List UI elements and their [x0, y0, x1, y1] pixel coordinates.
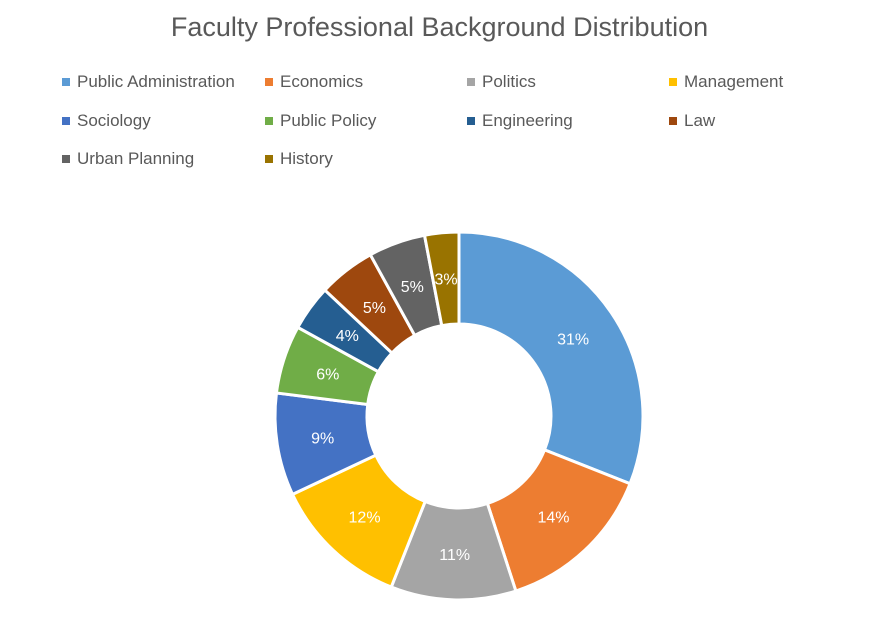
legend-swatch [62, 117, 70, 125]
legend-swatch [669, 117, 677, 125]
legend-item: Management [669, 72, 783, 92]
legend-swatch [62, 155, 70, 163]
data-label: 9% [311, 431, 334, 448]
legend-swatch [467, 117, 475, 125]
legend-swatch [467, 78, 475, 86]
data-label: 4% [336, 328, 359, 345]
legend-label: Law [684, 111, 716, 130]
legend-item: Engineering [467, 111, 573, 131]
data-label: 12% [349, 510, 381, 527]
legend-item: Sociology [62, 111, 151, 131]
legend-swatch [669, 78, 677, 86]
donut-slice [457, 230, 645, 486]
legend-swatch [62, 78, 70, 86]
chart-title: Faculty Professional Background Distribu… [170, 12, 709, 42]
legend-item: Politics [467, 72, 536, 92]
legend-label: History [280, 149, 333, 168]
data-label: 5% [363, 300, 386, 317]
legend-item: Economics [265, 72, 363, 92]
legend-label: Economics [280, 72, 364, 91]
data-label: 14% [537, 510, 569, 527]
donut-slice [422, 230, 461, 328]
legend-swatch [265, 155, 273, 163]
legend-label: Management [684, 72, 784, 91]
legend-label: Politics [482, 72, 536, 91]
legend-label: Public Policy [280, 111, 377, 130]
legend-label: Sociology [77, 111, 151, 130]
legend-item: Public Policy [265, 111, 376, 131]
legend-item: History [265, 149, 333, 169]
data-label: 11% [439, 547, 470, 564]
legend-item: Public Administration [62, 72, 235, 92]
legend-item: Law [669, 111, 715, 131]
legend-item: Urban Planning [62, 149, 194, 169]
legend-label: Engineering [482, 111, 573, 130]
legend-label: Urban Planning [77, 149, 195, 168]
legend-swatch [265, 78, 273, 86]
data-label: 6% [316, 366, 339, 383]
data-label: 31% [557, 331, 589, 348]
data-label: 5% [401, 279, 424, 296]
legend-swatch [265, 117, 273, 125]
data-label: 3% [434, 272, 457, 289]
legend-label: Public Administration [77, 72, 235, 91]
